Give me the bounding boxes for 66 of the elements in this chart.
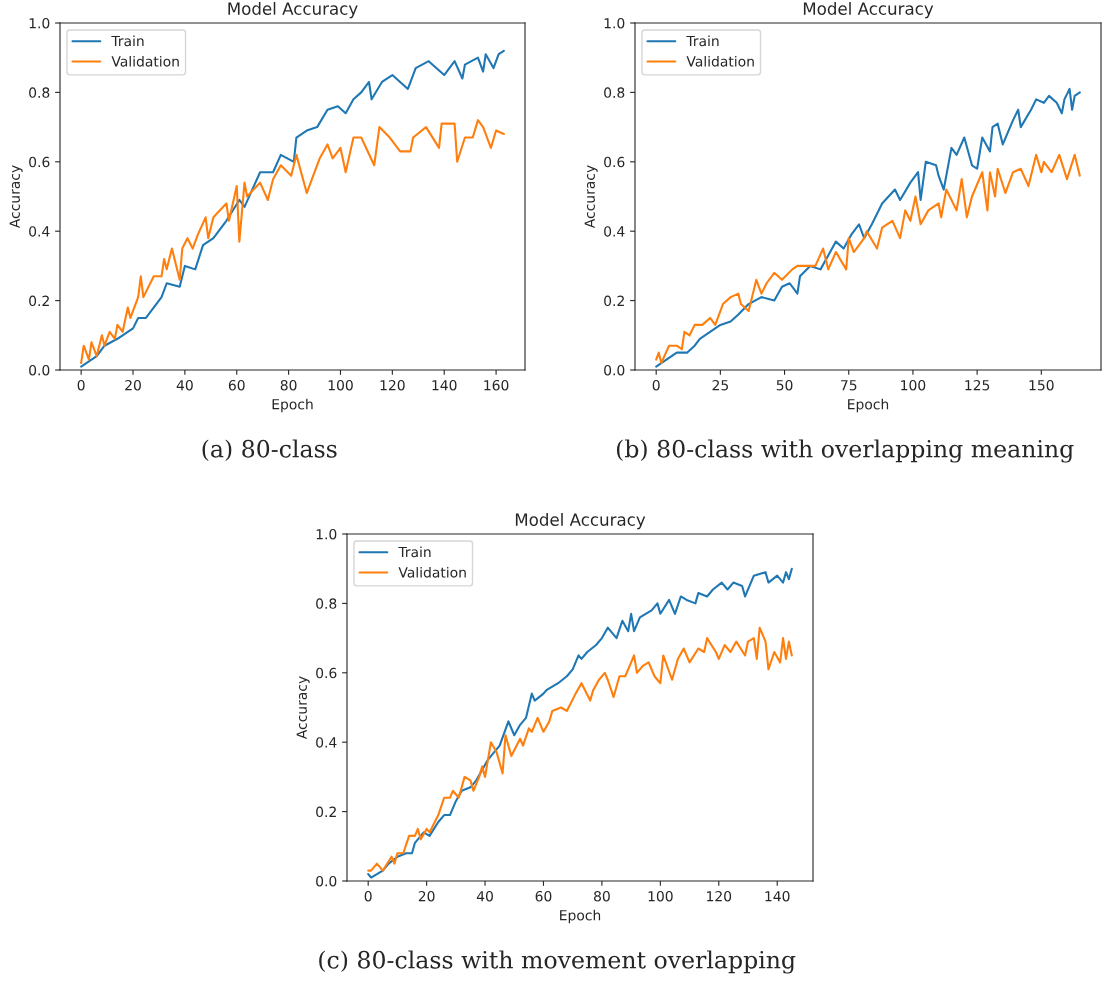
line-series (655, 87, 1081, 368)
text: (a) 80-class (202, 439, 337, 462)
x-tick-label: 0 (652, 379, 660, 391)
y-tick-label: 1.0 (316, 528, 337, 540)
x-tick-label: 150 (1029, 379, 1054, 391)
x-tick-label: 75 (841, 380, 857, 391)
y-axis-title: Accuracy (584, 165, 598, 229)
text: (c) 80-class with movement overlapping (319, 950, 796, 974)
line-series (655, 153, 1081, 365)
chart-title: Model Accuracy (803, 2, 934, 19)
line-series (367, 567, 793, 879)
line-series (80, 49, 505, 368)
x-tick-label: 140 (432, 379, 457, 391)
y-tick-label: 0.6 (29, 156, 50, 168)
y-tick-label: 0.0 (604, 364, 625, 376)
y-tick-label: 0.0 (316, 875, 337, 887)
x-tick-label: 60 (228, 379, 245, 391)
x-axis-title: Epoch (272, 398, 313, 413)
line-series (367, 626, 793, 872)
x-tick-label: 160 (484, 379, 509, 391)
y-tick-label: 0.8 (29, 87, 50, 98)
y-tick-label: 0.2 (604, 295, 624, 307)
y-tick-label: 0.6 (604, 156, 625, 168)
line-series (80, 119, 505, 365)
legend-label: Train (398, 546, 431, 558)
x-tick-label: 140 (765, 890, 790, 902)
x-tick-label: 100 (648, 890, 673, 902)
x-tick-label: 40 (176, 379, 193, 391)
y-tick-label: 0.2 (316, 806, 336, 818)
x-tick-label: 125 (965, 379, 990, 391)
x-tick-label: 120 (707, 890, 732, 902)
y-tick-label: 1.0 (604, 17, 625, 29)
y-tick-label: 0.6 (316, 667, 337, 679)
legend-label: Validation (686, 55, 754, 67)
x-tick-label: 50 (776, 379, 793, 391)
legend-label: Validation (111, 55, 179, 67)
y-tick-label: 0.4 (29, 226, 50, 237)
x-tick-label: 60 (535, 890, 552, 902)
x-axis-title: Epoch (560, 909, 601, 924)
x-tick-label: 20 (125, 379, 141, 391)
y-tick-label: 0.0 (29, 364, 50, 376)
y-tick-label: 0.4 (316, 737, 337, 748)
y-tick-label: 0.8 (316, 598, 337, 609)
x-tick-label: 80 (594, 890, 610, 902)
x-tick-label: 120 (380, 379, 405, 391)
chart-title: Model Accuracy (228, 2, 358, 19)
x-tick-label: 0 (77, 379, 85, 391)
legend-label: Train (686, 35, 719, 47)
y-axis-title: Accuracy (296, 676, 310, 740)
x-tick-label: 25 (712, 379, 728, 391)
legend-label: Train (111, 35, 144, 47)
x-tick-label: 0 (364, 890, 372, 902)
x-tick-label: 80 (280, 379, 297, 391)
y-tick-label: 0.2 (29, 295, 49, 307)
y-tick-label: 0.4 (604, 226, 625, 237)
x-tick-label: 100 (328, 379, 353, 391)
y-axis-title: Accuracy (9, 165, 23, 229)
x-tick-label: 40 (476, 890, 493, 902)
y-tick-label: 1.0 (29, 17, 50, 29)
y-tick-label: 0.8 (604, 87, 625, 98)
chart-title: Model Accuracy (515, 513, 646, 530)
text: (b) 80-class with overlapping meaning (616, 439, 1074, 463)
legend-label: Validation (398, 566, 466, 578)
x-axis-title: Epoch (848, 398, 889, 413)
x-tick-label: 20 (418, 890, 435, 902)
x-tick-label: 100 (901, 379, 926, 391)
